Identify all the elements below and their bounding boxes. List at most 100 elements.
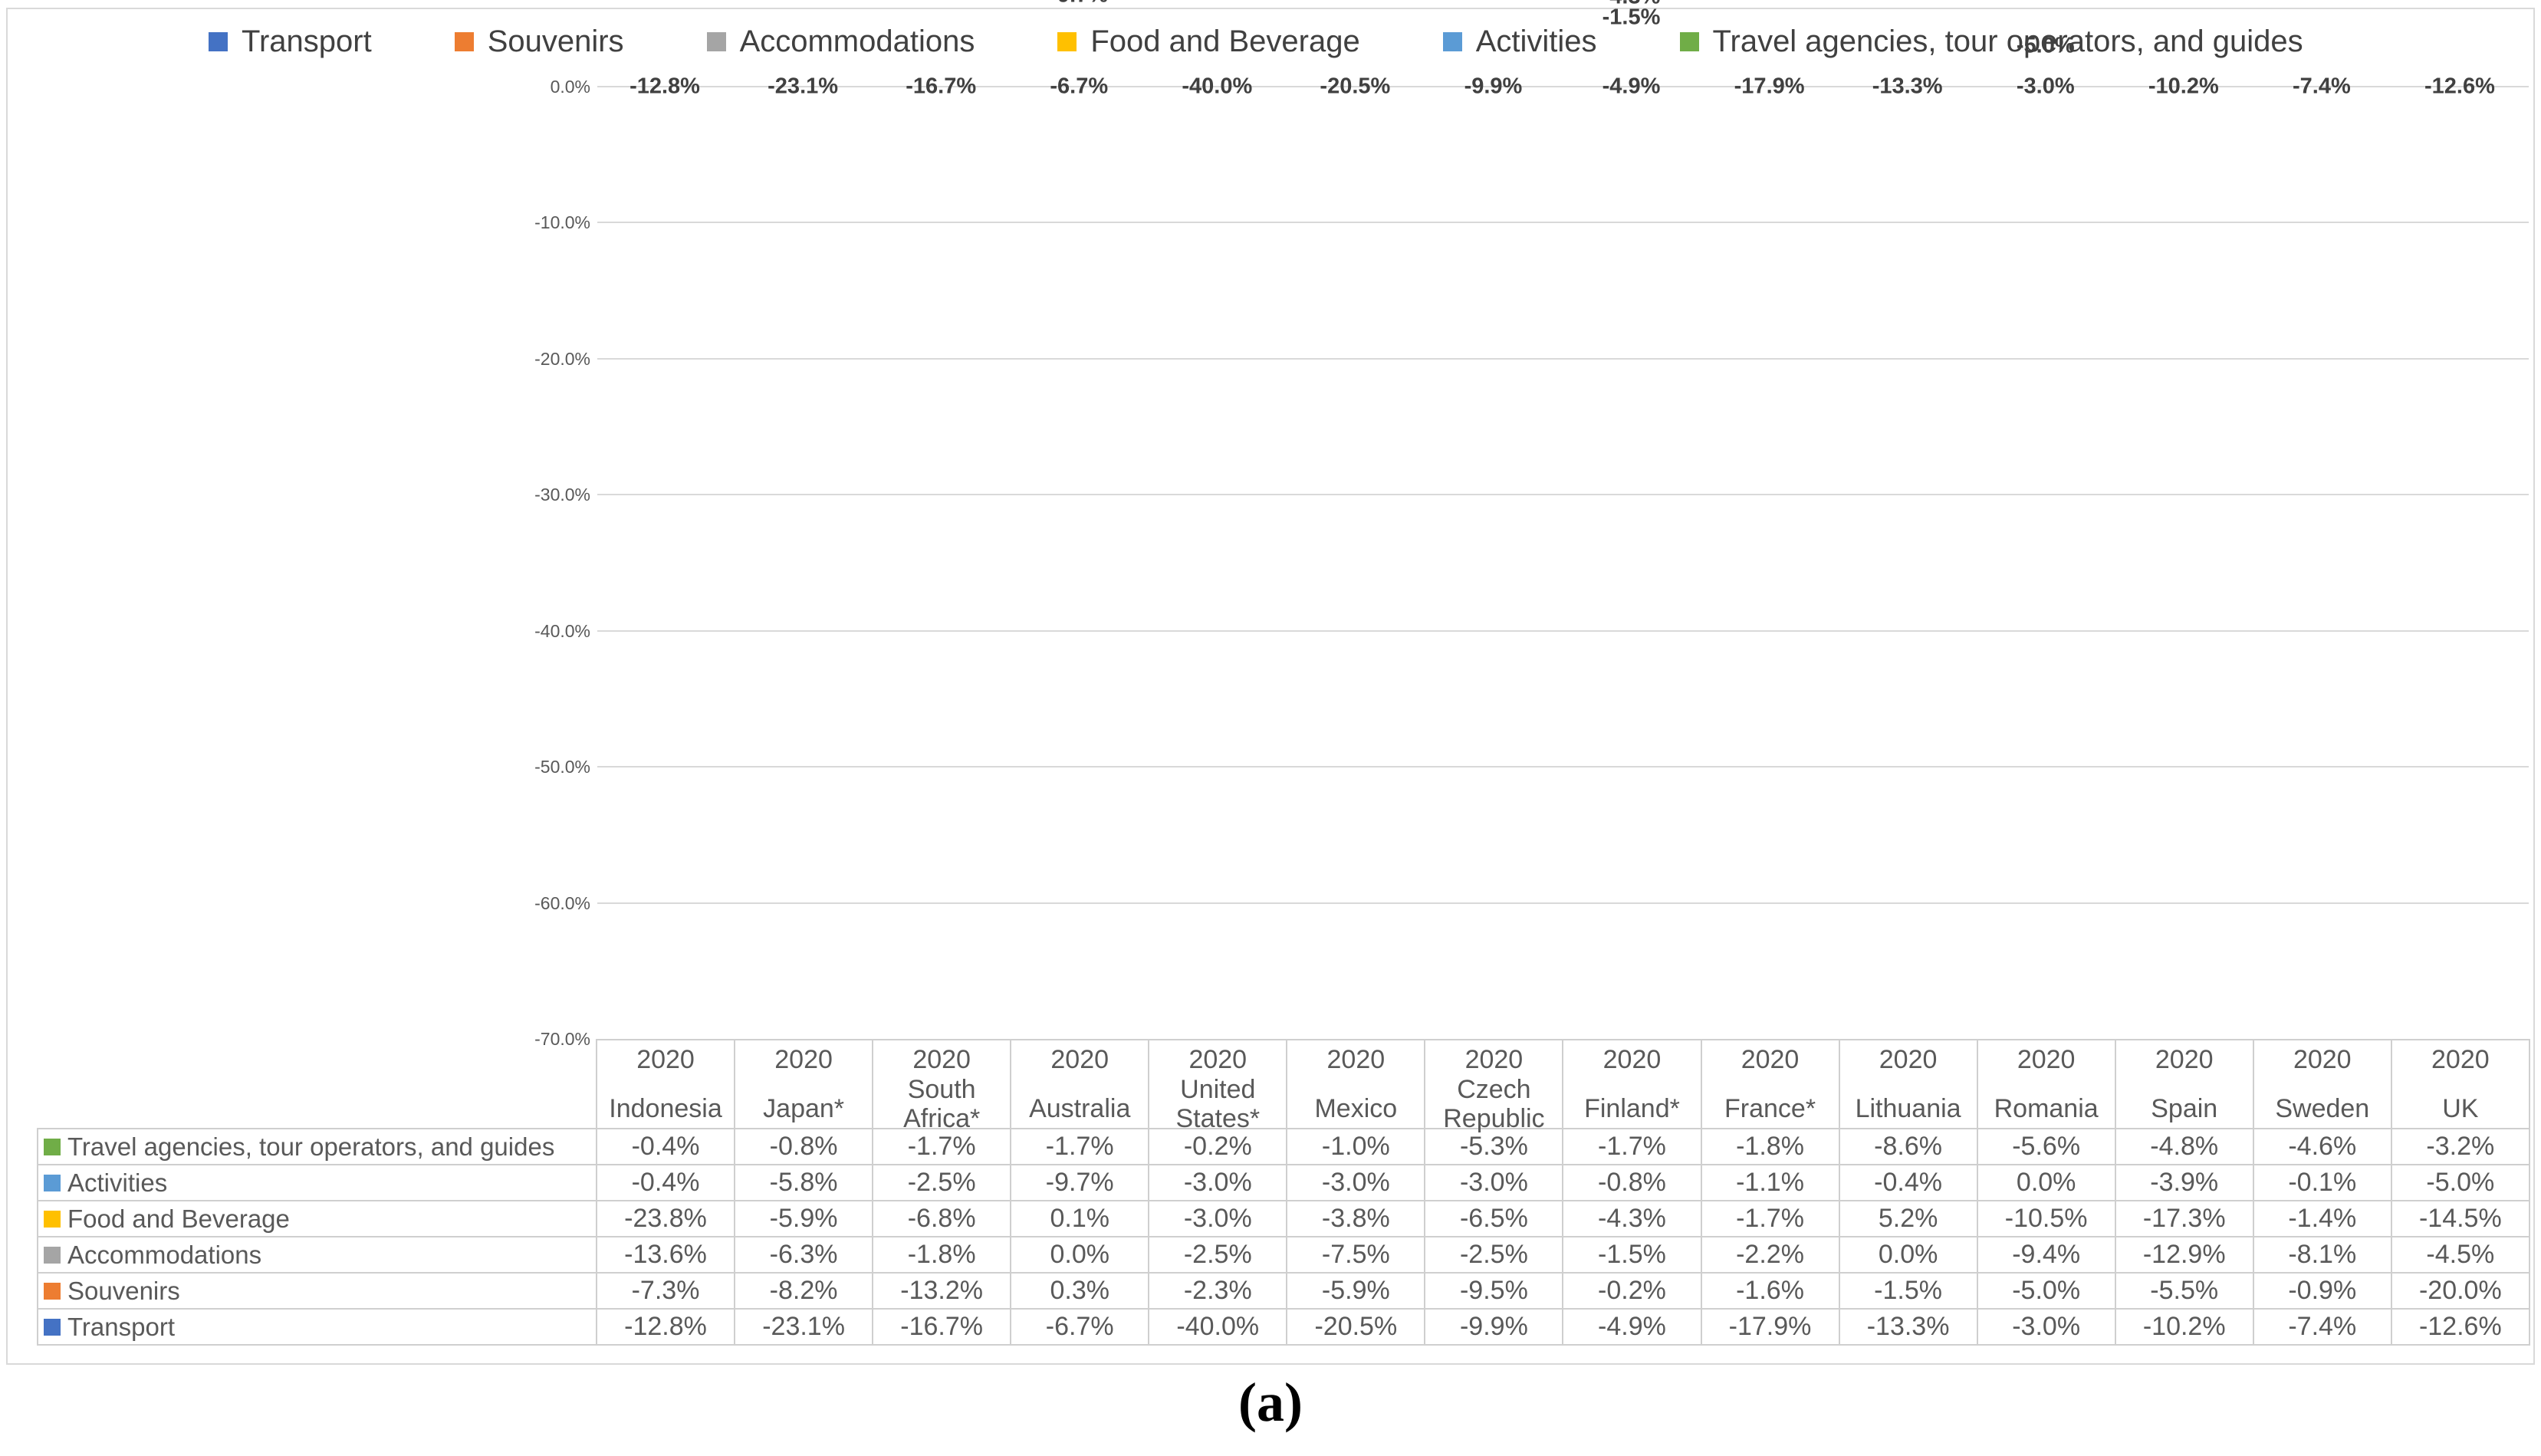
table-header-content: 2020 Sweden bbox=[2254, 1040, 2391, 1128]
table-row-label: Travel agencies, tour operators, and gui… bbox=[38, 1132, 596, 1162]
table-header-country: UK bbox=[2442, 1093, 2479, 1123]
chart-legend: Transport Souvenirs Accommodations Food and… bbox=[209, 23, 2303, 60]
table-header-content: 2020 South Africa* bbox=[873, 1040, 1010, 1133]
legend-swatch-icon bbox=[209, 31, 228, 51]
table-value-cell: -13.2% bbox=[872, 1272, 1012, 1310]
y-axis-tick-label: -60.0% bbox=[534, 892, 590, 913]
table-header-country: Japan* bbox=[763, 1093, 845, 1123]
table-value-cell: -0.8% bbox=[734, 1128, 874, 1165]
table-header-year: 2020 bbox=[1050, 1045, 1109, 1074]
table-row-label-text: Travel agencies, tour operators, and gui… bbox=[67, 1132, 555, 1161]
table-value-cell: -12.6% bbox=[2390, 1308, 2530, 1346]
legend-label: Souvenirs bbox=[487, 24, 624, 58]
table-row-label-text: Activities bbox=[67, 1168, 168, 1197]
table-value-cell: -40.0% bbox=[1148, 1308, 1288, 1346]
table-header-country: United States* bbox=[1175, 1075, 1261, 1134]
bar-segment-label: -5.0% bbox=[2016, 33, 2075, 58]
table-value-cell: -1.7% bbox=[872, 1128, 1012, 1165]
table-value-cell: -0.2% bbox=[1148, 1128, 1288, 1165]
table-value-cell: -2.5% bbox=[1424, 1236, 1564, 1274]
bar-segment-label: -12.6% bbox=[2424, 74, 2495, 99]
series-color-chip-icon bbox=[44, 1318, 61, 1336]
table-value-cell: -5.8% bbox=[734, 1164, 874, 1201]
table-header-year: 2020 bbox=[1603, 1045, 1662, 1074]
table-row-label: Souvenirs bbox=[38, 1277, 596, 1306]
legend-label: Transport bbox=[242, 24, 372, 58]
table-header-content: 2020 Lithuania bbox=[1840, 1040, 1977, 1128]
table-value-cell: -23.8% bbox=[595, 1200, 736, 1237]
table-row-label: Activities bbox=[38, 1168, 596, 1198]
table-value-cell: -17.9% bbox=[1700, 1308, 1840, 1346]
table-header-cell: 2020 UK bbox=[2390, 1039, 2530, 1129]
table-row-label-cell: Travel agencies, tour operators, and gui… bbox=[37, 1128, 597, 1165]
figure-caption: (a) bbox=[1238, 1372, 1303, 1433]
bar-segment-label: -12.8% bbox=[629, 74, 700, 99]
table-value-cell: -3.2% bbox=[2390, 1128, 2530, 1165]
table-row: Food and Beverage -23.8% -5.9% -6.8% 0.1% -3.… bbox=[37, 1200, 2530, 1237]
table-value-cell: -0.1% bbox=[2252, 1164, 2392, 1201]
bar-segment-label: -4.9% bbox=[1602, 74, 1661, 99]
data-table: 2020 Indonesia 2020 Japan* 2020 South Africa*… bbox=[37, 1039, 2530, 1346]
table-row: Activities -0.4% -5.8% -2.5% -9.7% -3.0% -3.0%… bbox=[37, 1164, 2530, 1201]
table-value-cell: -6.3% bbox=[734, 1236, 874, 1274]
table-value-cell: -0.2% bbox=[1562, 1272, 1702, 1310]
table-value-cell: -20.5% bbox=[1286, 1308, 1426, 1346]
table-row-label-cell: Souvenirs bbox=[37, 1272, 597, 1310]
table-value-cell: -4.5% bbox=[2390, 1236, 2530, 1274]
table-head: 2020 Indonesia 2020 Japan* 2020 South Africa*… bbox=[38, 1039, 2530, 1133]
table-value-cell: -8.2% bbox=[734, 1272, 874, 1310]
table-value-cell: -1.7% bbox=[1562, 1128, 1702, 1165]
table-value-cell: -4.3% bbox=[1562, 1200, 1702, 1237]
bar-segment-label: -10.2% bbox=[2148, 74, 2219, 99]
bar-segment-label: -6.7% bbox=[1050, 74, 1109, 99]
table-corner-cell bbox=[38, 1040, 597, 1129]
gridline bbox=[597, 766, 2529, 768]
table-row-label-cell: Food and Beverage bbox=[37, 1200, 597, 1237]
table-value-cell: 0.0% bbox=[1976, 1164, 2116, 1201]
table-value-cell: -3.0% bbox=[1286, 1164, 1426, 1201]
table-value-cell: -1.8% bbox=[872, 1236, 1012, 1274]
table-value-cell: -0.9% bbox=[2252, 1272, 2392, 1310]
legend-label: Travel agencies, tour operators, and gui… bbox=[1712, 24, 2303, 58]
y-axis-tick-label: -30.0% bbox=[534, 485, 590, 505]
y-axis-tick-label: -40.0% bbox=[534, 620, 590, 641]
table-header-cell: 2020 Sweden bbox=[2252, 1039, 2392, 1129]
table-header-year: 2020 bbox=[2155, 1045, 2214, 1074]
legend-item: Souvenirs bbox=[454, 24, 624, 59]
table-value-cell: -4.8% bbox=[2114, 1128, 2254, 1165]
table-header-cell: 2020 Japan* bbox=[734, 1039, 874, 1129]
table-value-cell: -10.2% bbox=[2114, 1308, 2254, 1346]
table-header-country: South Africa* bbox=[903, 1075, 981, 1134]
bar-segment-label: -20.5% bbox=[1320, 74, 1391, 99]
table-value-cell: -2.5% bbox=[872, 1164, 1012, 1201]
table-value-cell: 0.0% bbox=[1010, 1236, 1150, 1274]
table-value-cell: -5.0% bbox=[2390, 1164, 2530, 1201]
table-header-year: 2020 bbox=[1741, 1045, 1800, 1074]
table-value-cell: -0.8% bbox=[1562, 1164, 1702, 1201]
legend-item: Food and Beverage bbox=[1057, 25, 1360, 59]
table-header-cell: 2020 Lithuania bbox=[1838, 1039, 1978, 1129]
table-header-content: 2020 United States* bbox=[1149, 1040, 1286, 1133]
table-header-country: Romania bbox=[1994, 1093, 2099, 1123]
y-axis-tick-label: -10.0% bbox=[534, 212, 590, 233]
table-header-cell: 2020 South Africa* bbox=[872, 1039, 1012, 1133]
bar-segment-label: -3.0% bbox=[2016, 74, 2075, 99]
bar-segment-label: -1.5% bbox=[1602, 5, 1661, 29]
table-value-cell: -3.8% bbox=[1286, 1200, 1426, 1237]
table-value-cell: -1.5% bbox=[1838, 1272, 1978, 1310]
series-color-chip-icon bbox=[44, 1246, 61, 1264]
table-value-cell: 0.1% bbox=[1010, 1200, 1150, 1237]
table-header-content: 2020 Mexico bbox=[1287, 1040, 1424, 1128]
legend-item: Travel agencies, tour operators, and gui… bbox=[1679, 24, 2303, 59]
table-row: Travel agencies, tour operators, and gui… bbox=[37, 1128, 2530, 1165]
table-value-cell: -10.5% bbox=[1976, 1200, 2116, 1237]
table-header-country: Czech Republic bbox=[1443, 1075, 1545, 1134]
bar-segment-label: -4.3% bbox=[1603, 0, 1661, 9]
table-value-cell: -1.1% bbox=[1700, 1164, 1840, 1201]
legend-swatch-icon bbox=[706, 31, 726, 51]
series-color-chip-icon bbox=[44, 1282, 61, 1300]
table-header-content: 2020 Indonesia bbox=[597, 1040, 734, 1128]
table-header-year: 2020 bbox=[636, 1045, 695, 1074]
gridline bbox=[597, 86, 2529, 87]
